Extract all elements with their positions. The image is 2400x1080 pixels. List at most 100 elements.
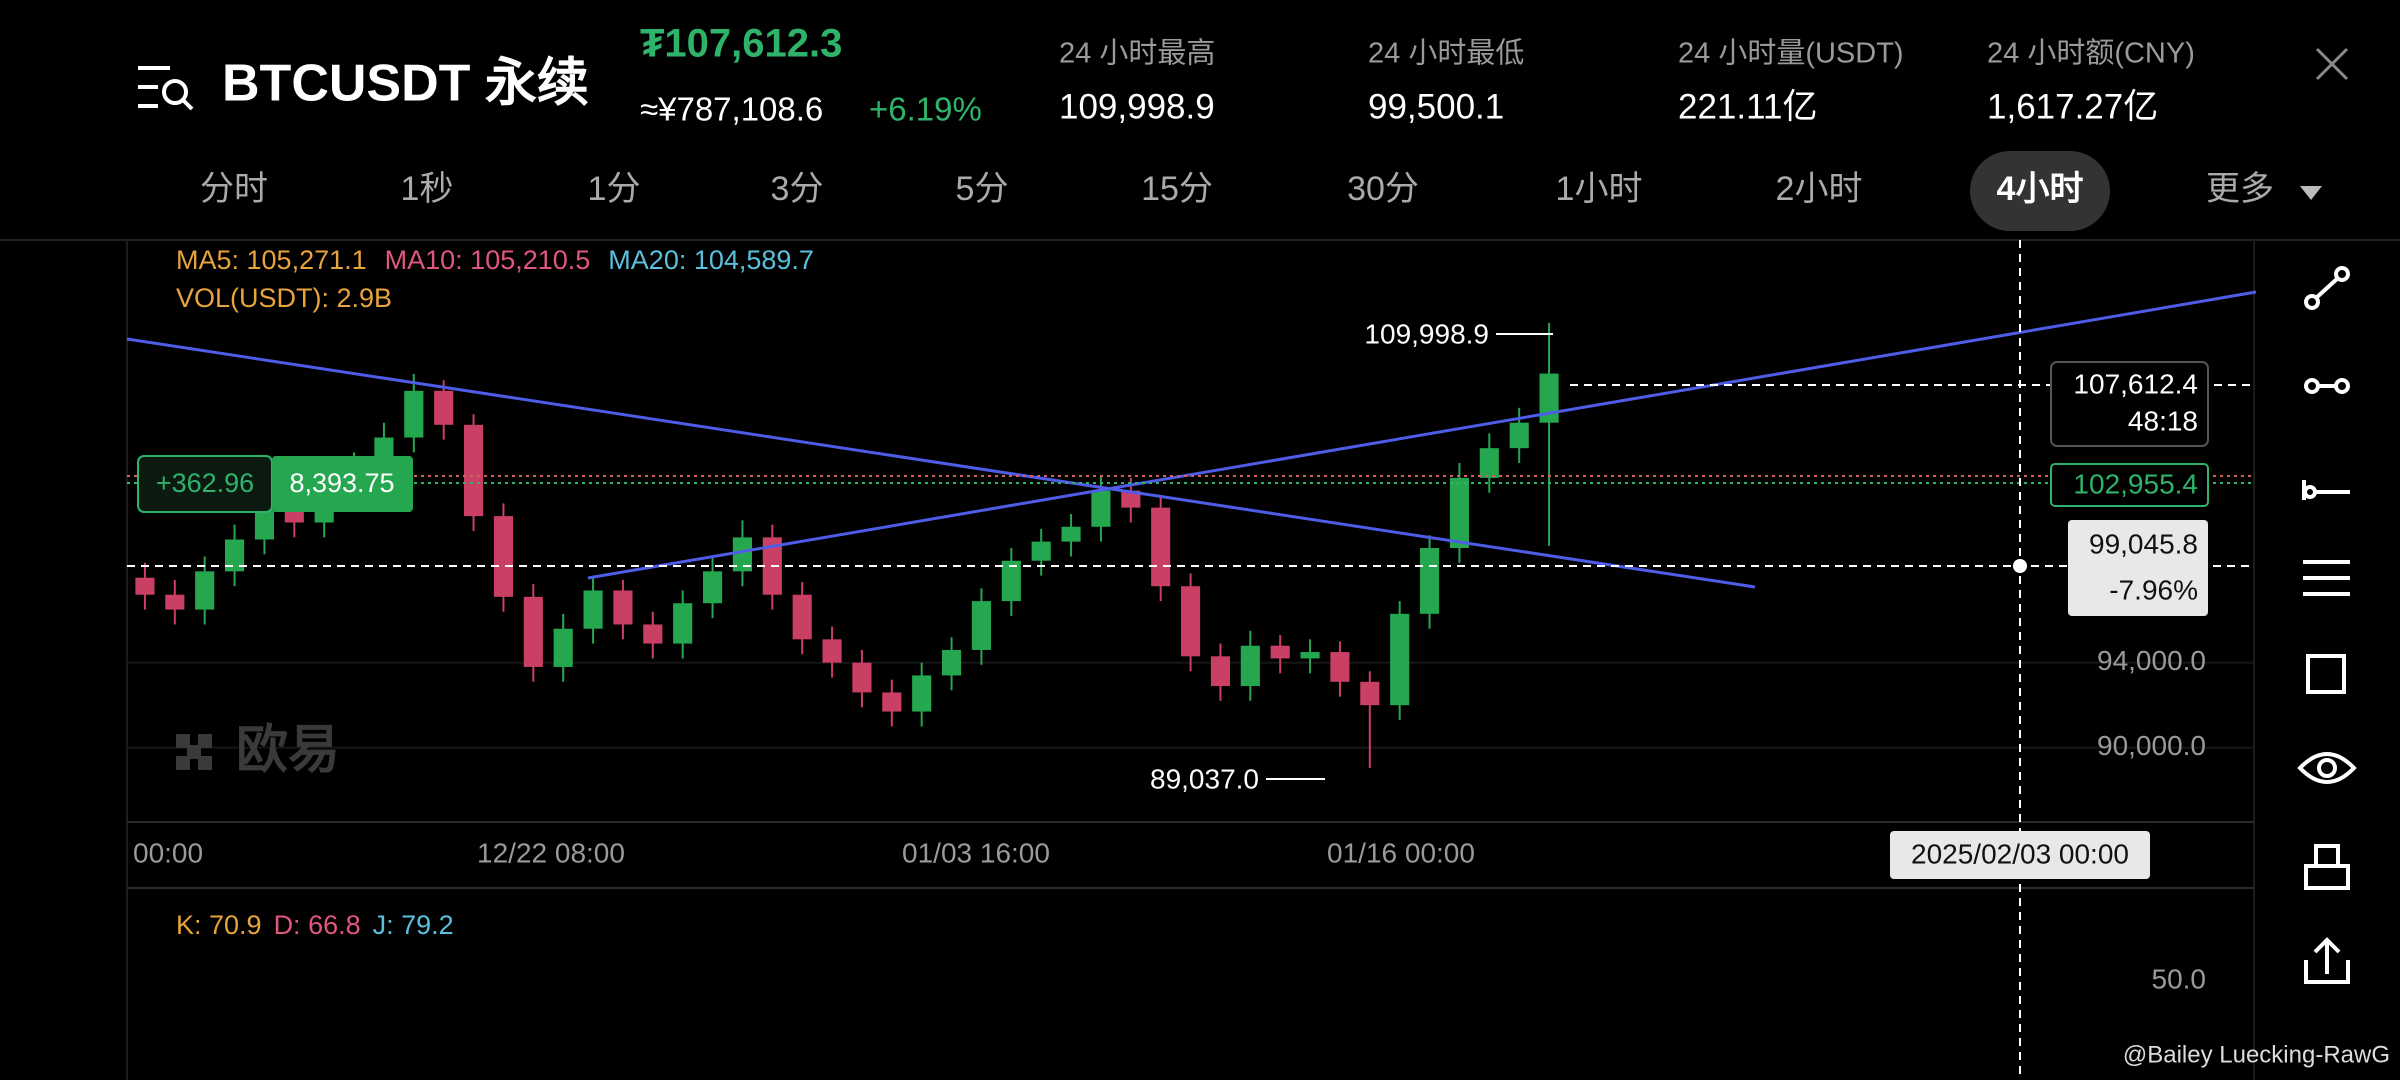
stat-value: 1,617.27亿 [1987, 87, 2158, 126]
candle-body [1031, 541, 1051, 561]
stat-value: 99,500.1 [1368, 87, 1504, 126]
position-tag-text: 102,955.4 [2073, 468, 2198, 499]
stat-value: 221.11亿 [1678, 87, 1817, 126]
tab[interactable]: 1小时 [1556, 170, 1643, 208]
candle-body [852, 662, 872, 693]
candle-body [254, 509, 274, 540]
toolbar [2297, 266, 2357, 984]
menu-icon[interactable] [138, 66, 194, 111]
change: +6.19% [869, 91, 982, 128]
kdj-legend: D: 66.8 [274, 910, 361, 940]
candle-body [1001, 560, 1021, 602]
tab[interactable]: 3分 [771, 170, 824, 208]
tool-settings[interactable] [2303, 560, 2350, 596]
candle-body [673, 603, 693, 644]
tool-clear[interactable] [2304, 844, 2350, 890]
watermark-logo [176, 734, 212, 770]
tool-line[interactable] [2304, 266, 2350, 310]
candle-body [1240, 645, 1260, 687]
tab[interactable]: 更多 [2206, 170, 2274, 208]
candle-body [135, 577, 155, 595]
kdj-legend: K: 70.9 D: 66.8 J: 79.2 [176, 910, 454, 940]
candle-body [1300, 652, 1320, 659]
tab-active-bg [1970, 151, 2110, 231]
candle-body [1479, 448, 1499, 478]
tool-share[interactable] [2304, 937, 2350, 984]
y-tick-label: 90,000.0 [2097, 730, 2206, 761]
candle-body [792, 594, 812, 640]
kdj-tick: 50.0 [2152, 963, 2207, 994]
trend-line[interactable] [587, 290, 2257, 580]
tabs: 分时 1秒 1分 3分 5分 15分 30分 1小时 2小时 4小时 更多 [200, 151, 2322, 231]
candle-body [942, 649, 962, 676]
tab[interactable]: 30分 [1347, 170, 1419, 208]
candle-body [822, 639, 842, 663]
y-tick-label: 94,000.0 [2097, 645, 2206, 676]
candle-body [1509, 422, 1529, 449]
candle-body [1539, 373, 1559, 423]
ma-legend: MA10: 105,210.5 [385, 245, 591, 275]
stats: 24 小时最高 109,998.9 24 小时最低 99,500.1 24 小时量(US… [1059, 37, 2195, 127]
crosshair-pct: -7.96% [2109, 574, 2198, 605]
candle-body [225, 539, 245, 572]
trend-line[interactable] [126, 337, 1756, 589]
symbol[interactable]: BTCUSDT 永续 [222, 55, 589, 113]
candle-body [553, 628, 573, 667]
candle-body [613, 590, 633, 625]
position-size-box[interactable] [272, 456, 413, 512]
watermark: 欧易 [236, 722, 340, 780]
candle-body [464, 424, 484, 517]
credit: @Bailey Luecking-RawG [2123, 1041, 2390, 1068]
last-price-tag [2050, 361, 2209, 447]
candle-body [195, 571, 215, 610]
close-button[interactable] [2315, 47, 2349, 81]
candle-body [1210, 656, 1230, 687]
candle-body [1181, 586, 1201, 657]
tab[interactable]: 分时 [200, 170, 268, 208]
legend: MA5: 105,271.1 MA10: 105,210.5 MA20: 104,5… [176, 245, 814, 275]
tool-price[interactable] [2302, 480, 2350, 500]
tab[interactable]: 1秒 [401, 170, 454, 208]
tool-eye[interactable] [2297, 752, 2357, 784]
candle-body [284, 509, 304, 523]
high-annotation: 109,998.9 [1364, 318, 1489, 349]
tool-rect[interactable] [2306, 654, 2346, 694]
candle-body [732, 537, 752, 572]
crosshair-price: 99,045.8 [2089, 528, 2198, 559]
crosshair-tag [2068, 520, 2208, 616]
position-pnl: +362.96 [156, 468, 254, 498]
candle-body [971, 601, 991, 650]
stat-label: 24 小时最低 [1368, 37, 1524, 70]
x-label: 12/22 08:00 [477, 837, 625, 868]
tab[interactable]: 5分 [956, 170, 1009, 208]
candle-body [165, 594, 185, 610]
position-tag [2050, 463, 2209, 507]
x-label: 01/03 16:00 [902, 837, 1050, 868]
tab[interactable]: 2小时 [1776, 170, 1863, 208]
candle-body [703, 571, 723, 604]
stat-label: 24 小时额(CNY) [1987, 37, 2195, 70]
tab[interactable]: 15分 [1141, 170, 1213, 208]
position-size: 8,393.75 [289, 468, 394, 498]
candle-body [434, 390, 454, 425]
candle-body [912, 675, 932, 712]
tab[interactable]: 1分 [588, 170, 641, 208]
candle-body [1449, 477, 1469, 548]
candle-body [1360, 681, 1380, 706]
candle-body [1390, 613, 1410, 706]
candle-body [1121, 490, 1141, 508]
stat-label: 24 小时量(USDT) [1678, 37, 1904, 70]
tool-ray[interactable] [2304, 378, 2350, 394]
tab[interactable]: 4小时 [1997, 170, 2084, 208]
crosshair-dot [2013, 559, 2027, 573]
crosshair-date-box [1890, 831, 2150, 879]
volume-label: VOL(USDT): 2.9B [176, 283, 392, 313]
cny-price: ≈¥787,108.6 [640, 91, 823, 128]
low-annotation: 89,037.0 [1150, 763, 1259, 794]
candle-body [1151, 507, 1171, 587]
stat-value: 109,998.9 [1059, 87, 1215, 126]
candle-body [882, 692, 902, 712]
kdj-legend: J: 79.2 [373, 910, 454, 940]
dropdown-arrow[interactable] [2300, 186, 2322, 200]
